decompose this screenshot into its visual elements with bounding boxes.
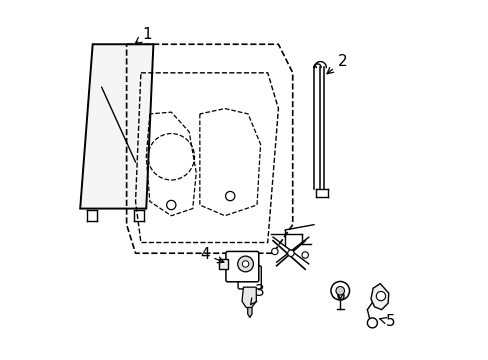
FancyBboxPatch shape [238,266,261,289]
Text: 5: 5 [379,315,394,329]
FancyBboxPatch shape [225,251,258,282]
Circle shape [225,192,234,201]
Circle shape [302,252,308,258]
Polygon shape [242,287,256,307]
Text: 6: 6 [335,288,345,303]
Circle shape [237,256,253,272]
Circle shape [330,282,349,300]
Polygon shape [219,258,227,269]
Polygon shape [247,307,251,318]
Text: 4: 4 [200,247,224,263]
Circle shape [335,287,344,295]
Text: 3: 3 [250,284,264,305]
Polygon shape [80,44,153,208]
Circle shape [376,292,385,301]
Polygon shape [370,284,388,310]
Circle shape [271,248,278,255]
Circle shape [242,261,248,267]
Circle shape [287,250,294,256]
Text: 2: 2 [326,54,346,74]
Text: 1: 1 [135,27,152,44]
Circle shape [166,201,176,210]
